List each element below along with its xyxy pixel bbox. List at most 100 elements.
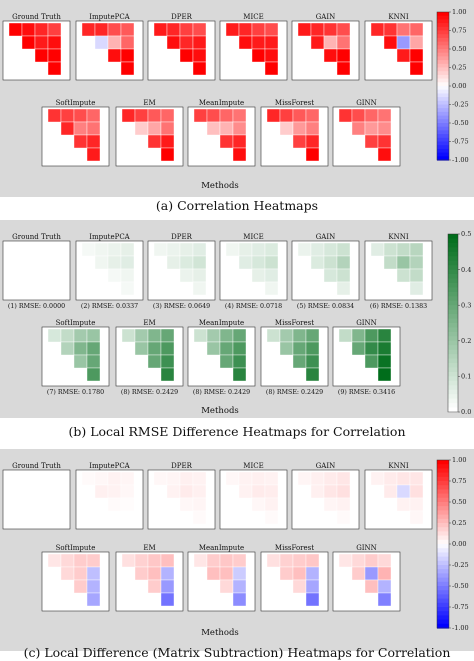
heatmap-cell [206, 121, 221, 136]
heatmap-cell [47, 61, 62, 76]
colorbar-segment [437, 145, 449, 150]
heatmap-title: MICE [243, 462, 263, 470]
heatmap-gain: GAIN (5) RMSE: 0.0834 [291, 233, 360, 310]
heatmap-cell [192, 471, 207, 486]
heatmap-cell [323, 35, 338, 50]
colorbar-segment [437, 619, 449, 625]
heatmap-cell [47, 255, 62, 270]
heatmap-cell [73, 566, 88, 581]
heatmap-cell [351, 328, 366, 343]
heatmap-cell [323, 242, 338, 257]
heatmap-cell [305, 553, 320, 568]
heatmap-softimpute: SoftImpute [41, 99, 110, 167]
colorbar-tick-label: 0.5 [461, 230, 471, 238]
heatmap-mice: MICE (4) RMSE: 0.0718 [219, 233, 288, 310]
heatmap-cell [179, 48, 194, 63]
heatmap-cell [336, 497, 351, 512]
heatmap-cell [160, 592, 175, 607]
heatmap-cell [34, 471, 49, 486]
heatmap-cell [120, 61, 135, 76]
heatmap-cell [305, 108, 320, 123]
heatmap-cell [8, 471, 23, 486]
heatmap-cell [166, 484, 181, 499]
heatmap-title: EM [143, 99, 155, 107]
panel-2: Ground Truth (1) RMSE: 0.0000 ImputePCA (2)… [0, 220, 474, 418]
colorbar-segment [437, 565, 449, 570]
heatmap-cell [120, 35, 135, 50]
heatmap-cell [297, 22, 312, 37]
heatmap-title: Ground Truth [12, 13, 61, 21]
colorbar-segment [448, 358, 458, 364]
colorbar-segment [437, 464, 449, 469]
colorbar-segment [448, 403, 458, 409]
heatmap-cell [336, 242, 351, 257]
heatmap-cell [351, 341, 366, 356]
colorbar-segment [437, 86, 449, 91]
heatmap-cell [147, 566, 162, 581]
heatmap-cell [370, 471, 385, 486]
heatmap-cell [160, 367, 175, 382]
colorbar-segment [437, 115, 449, 120]
heatmap-cell [192, 22, 207, 37]
heatmap-cell [364, 354, 379, 369]
colorbar-segment [448, 389, 458, 395]
heatmap-cell [310, 242, 325, 257]
colorbar-segment [437, 26, 449, 32]
colorbar-segment [437, 152, 449, 157]
x-axis-label: Methods [201, 628, 239, 638]
heatmap-cell [179, 268, 194, 283]
heatmap-cell [121, 328, 136, 343]
heatmap-cell [323, 48, 338, 63]
heatmap-cell [94, 22, 109, 37]
heatmap-title: MICE [243, 233, 263, 241]
colorbar-segment [437, 476, 449, 482]
colorbar-segment [448, 380, 458, 386]
heatmap-ground-truth: Ground Truth [2, 462, 71, 530]
heatmap-cell [305, 566, 320, 581]
heatmap-cell [81, 471, 96, 486]
heatmap-cell [305, 147, 320, 162]
colorbar-segment [448, 314, 458, 320]
heatmap-cell [160, 147, 175, 162]
heatmap-cell [121, 553, 136, 568]
heatmap-cell [292, 134, 307, 149]
colorbar-segment [437, 104, 449, 109]
colorbar-tick-label: 0.50 [452, 498, 466, 506]
heatmap-cell [60, 108, 75, 123]
colorbar-segment [437, 49, 449, 54]
colorbar-tick-label: -0.75 [452, 603, 469, 611]
colorbar-tick-label: 0.1 [461, 373, 471, 381]
heatmap-cell [86, 108, 101, 123]
colorbar-frame [447, 233, 459, 413]
colorbar-segment [448, 251, 458, 257]
heatmap-cell [107, 497, 122, 512]
heatmap-cell [409, 268, 424, 283]
heatmap-cell [179, 497, 194, 512]
heatmap-cell [396, 484, 411, 499]
heatmap-cell [21, 242, 36, 257]
panel-3: Ground Truth ImputePCA DPER MICE GAIN KNNI Sof… [0, 449, 474, 651]
colorbar-segment [437, 518, 449, 524]
heatmap-cell [383, 484, 398, 499]
colorbar-segment [448, 260, 458, 266]
colorbar-segment [448, 291, 458, 297]
heatmap-cell [160, 328, 175, 343]
colorbar-segment [437, 607, 449, 612]
colorbar-tick-label: 0.00 [452, 540, 466, 548]
heatmap-cell [219, 566, 234, 581]
heatmap-cell [120, 484, 135, 499]
heatmap-cell [73, 328, 88, 343]
colorbar-segment [448, 282, 458, 288]
colorbar-segment [437, 78, 449, 83]
heatmap-gain: GAIN [291, 13, 360, 81]
heatmap-cell [232, 134, 247, 149]
heatmap-cell [370, 242, 385, 257]
heatmap-cell [86, 328, 101, 343]
heatmap-cell [134, 553, 149, 568]
heatmap-cell [34, 268, 49, 283]
heatmap-cell [409, 22, 424, 37]
heatmap-imputepca: ImputePCA [75, 462, 144, 530]
colorbar-segment [448, 340, 458, 346]
rmse-label: (9) RMSE: 0.3416 [338, 389, 395, 396]
heatmap-cell [107, 471, 122, 486]
